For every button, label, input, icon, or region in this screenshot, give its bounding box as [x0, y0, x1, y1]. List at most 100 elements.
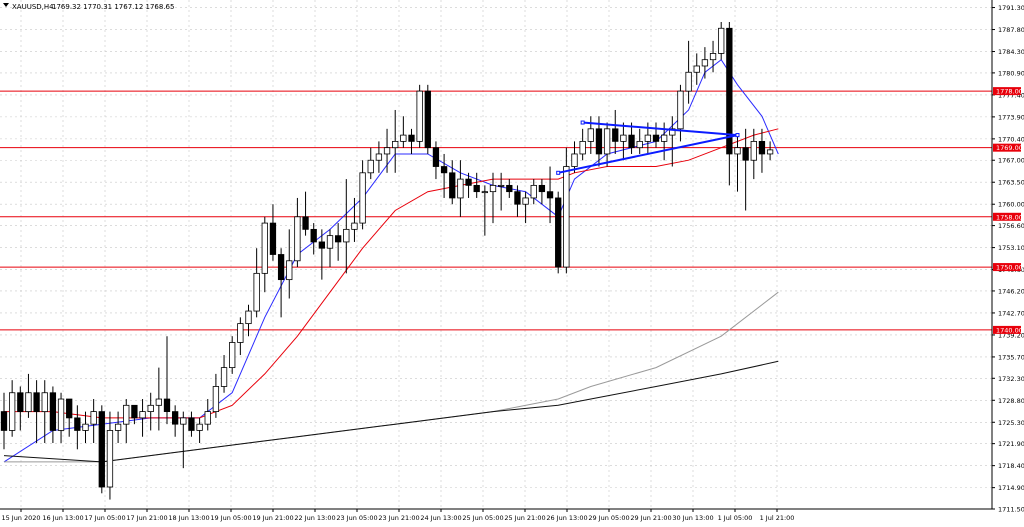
candle-body[interactable]	[163, 398, 171, 412]
trendline-handle[interactable]	[556, 170, 561, 175]
candle-body[interactable]	[587, 128, 594, 142]
candle-body[interactable]	[277, 254, 285, 281]
candle-body[interactable]	[766, 149, 774, 155]
candle-body[interactable]	[758, 140, 766, 155]
candle-body[interactable]	[595, 128, 603, 155]
level-price-tag[interactable]	[993, 263, 1021, 272]
trendline[interactable]	[582, 121, 738, 137]
candle-body[interactable]	[481, 191, 489, 194]
candle-body[interactable]	[286, 260, 293, 281]
candle-body[interactable]	[432, 147, 440, 167]
candle-body[interactable]	[212, 386, 220, 412]
time-axis[interactable]: 15 Jun 2020 16 Jun 13:00 17 Jun 05:00 17 Ju…	[1, 509, 794, 522]
candle-body[interactable]	[603, 128, 611, 155]
candle-body[interactable]	[343, 228, 350, 243]
candle-body[interactable]	[326, 235, 334, 249]
candle-body[interactable]	[188, 417, 195, 431]
candle-body[interactable]	[147, 404, 154, 412]
candle-body[interactable]	[237, 323, 244, 343]
candle-body[interactable]	[693, 65, 700, 73]
candle-body[interactable]	[375, 153, 383, 161]
candle-body[interactable]	[131, 404, 138, 419]
candle-body[interactable]	[571, 153, 578, 167]
candle-body[interactable]	[367, 159, 374, 174]
candle-body[interactable]	[473, 184, 480, 193]
level-price-tag[interactable]	[993, 212, 1021, 221]
candle-body[interactable]	[628, 134, 635, 149]
candle-body[interactable]	[196, 423, 203, 431]
candle-body[interactable]	[294, 216, 301, 262]
level-price-tag[interactable]	[993, 325, 1021, 334]
candle-body[interactable]	[440, 166, 448, 174]
candle-body[interactable]	[17, 392, 24, 412]
candle-body[interactable]	[204, 411, 211, 425]
candle-body[interactable]	[555, 197, 562, 268]
candle-body[interactable]	[180, 417, 187, 425]
candle-body[interactable]	[253, 272, 260, 312]
candle-body[interactable]	[612, 128, 619, 142]
candle-body[interactable]	[579, 140, 586, 155]
candle-body[interactable]	[677, 90, 684, 130]
candle-body[interactable]	[261, 222, 268, 274]
candle-body[interactable]	[563, 166, 570, 268]
candle-body[interactable]	[546, 191, 554, 199]
candle-body[interactable]	[514, 191, 521, 205]
level-price-tag[interactable]	[993, 87, 1021, 96]
candle-body[interactable]	[82, 423, 89, 431]
candle-body[interactable]	[383, 147, 391, 155]
candle-body[interactable]	[74, 417, 81, 431]
candle-body[interactable]	[685, 71, 692, 92]
candle-body[interactable]	[269, 222, 277, 255]
candle-body[interactable]	[416, 90, 423, 142]
candle-body[interactable]	[400, 134, 407, 142]
candle-body[interactable]	[465, 178, 472, 186]
candle-body[interactable]	[98, 411, 105, 488]
candle-body[interactable]	[457, 178, 464, 199]
candle-body[interactable]	[220, 367, 228, 387]
candle-body[interactable]	[57, 398, 65, 431]
candle-body[interactable]	[726, 27, 733, 155]
candle-body[interactable]	[750, 140, 757, 161]
candle-body[interactable]	[139, 411, 146, 419]
trendline[interactable]	[557, 134, 738, 174]
candle-body[interactable]	[408, 134, 415, 142]
candle-body[interactable]	[742, 147, 749, 161]
candle-body[interactable]	[0, 411, 8, 431]
candle-body[interactable]	[123, 404, 130, 425]
candle-body[interactable]	[229, 342, 236, 369]
candle-body[interactable]	[359, 172, 366, 224]
candle-body[interactable]	[449, 172, 456, 199]
price-axis[interactable]: 1791.30 1787.80 1784.30 1780.90 1777.40 1773.…	[992, 4, 1024, 514]
candle-body[interactable]	[644, 134, 651, 142]
candle-body[interactable]	[718, 27, 725, 54]
candle-body[interactable]	[302, 216, 309, 230]
candle-body[interactable]	[661, 134, 668, 142]
trendline-handle[interactable]	[580, 120, 585, 125]
candle-body[interactable]	[351, 222, 358, 230]
candles[interactable]	[0, 21, 774, 500]
candle-body[interactable]	[114, 423, 122, 431]
trendline-handle[interactable]	[735, 133, 740, 138]
candle-body[interactable]	[652, 134, 660, 142]
candle-body[interactable]	[489, 184, 497, 193]
candle-body[interactable]	[49, 392, 57, 431]
candle-body[interactable]	[66, 398, 73, 419]
candle-body[interactable]	[392, 140, 399, 149]
candle-body[interactable]	[318, 241, 326, 249]
candle-body[interactable]	[734, 147, 741, 155]
candle-body[interactable]	[636, 140, 643, 149]
candle-body[interactable]	[106, 430, 114, 488]
candle-body[interactable]	[310, 228, 317, 243]
candle-body[interactable]	[155, 398, 163, 406]
candle-body[interactable]	[8, 392, 16, 431]
candle-body[interactable]	[171, 411, 179, 425]
trendlines[interactable]	[556, 120, 740, 175]
candle-body[interactable]	[709, 53, 717, 61]
candle-body[interactable]	[620, 134, 627, 142]
candle-body[interactable]	[506, 184, 513, 193]
candle-body[interactable]	[90, 411, 97, 425]
candle-body[interactable]	[25, 392, 32, 412]
candle-body[interactable]	[530, 184, 537, 199]
